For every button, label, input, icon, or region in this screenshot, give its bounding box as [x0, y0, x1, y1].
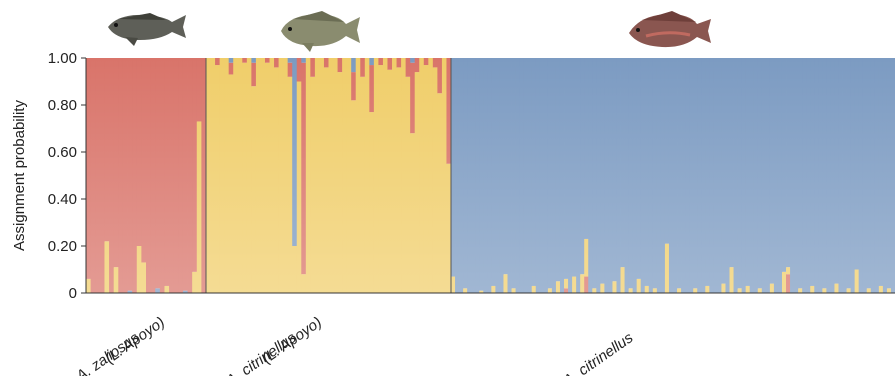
y-axis-title: Assignment probability — [11, 100, 28, 251]
bars-layer — [86, 58, 895, 294]
citrinellus-fish-icon — [629, 11, 711, 48]
group-shading — [451, 58, 895, 293]
citrinellus-apoyo-fish-icon — [281, 11, 360, 52]
zaliosus-fish-icon — [108, 13, 186, 46]
group-label-line2: (L. Apoyo) — [259, 314, 325, 367]
y-tick-label: 0.20 — [48, 238, 77, 255]
y-tick-label: 0 — [69, 285, 77, 302]
y-tick-label: 0.80 — [48, 97, 77, 114]
group-label: A. citrinellus(L. Apoyo) — [222, 314, 325, 376]
group-label: A. citrinellus — [559, 329, 636, 376]
group-shading — [86, 58, 206, 293]
group-label-line2: (L. Apoyo) — [102, 314, 168, 367]
y-tick-label: 0.40 — [48, 191, 77, 208]
y-tick-label: 1.00 — [48, 50, 77, 67]
group-label: A. zaliosus(L. Apoyo) — [72, 314, 168, 376]
group-label-line1: A. citrinellus — [559, 329, 636, 376]
y-tick-label: 0.60 — [48, 144, 77, 161]
group-shading — [206, 58, 451, 293]
